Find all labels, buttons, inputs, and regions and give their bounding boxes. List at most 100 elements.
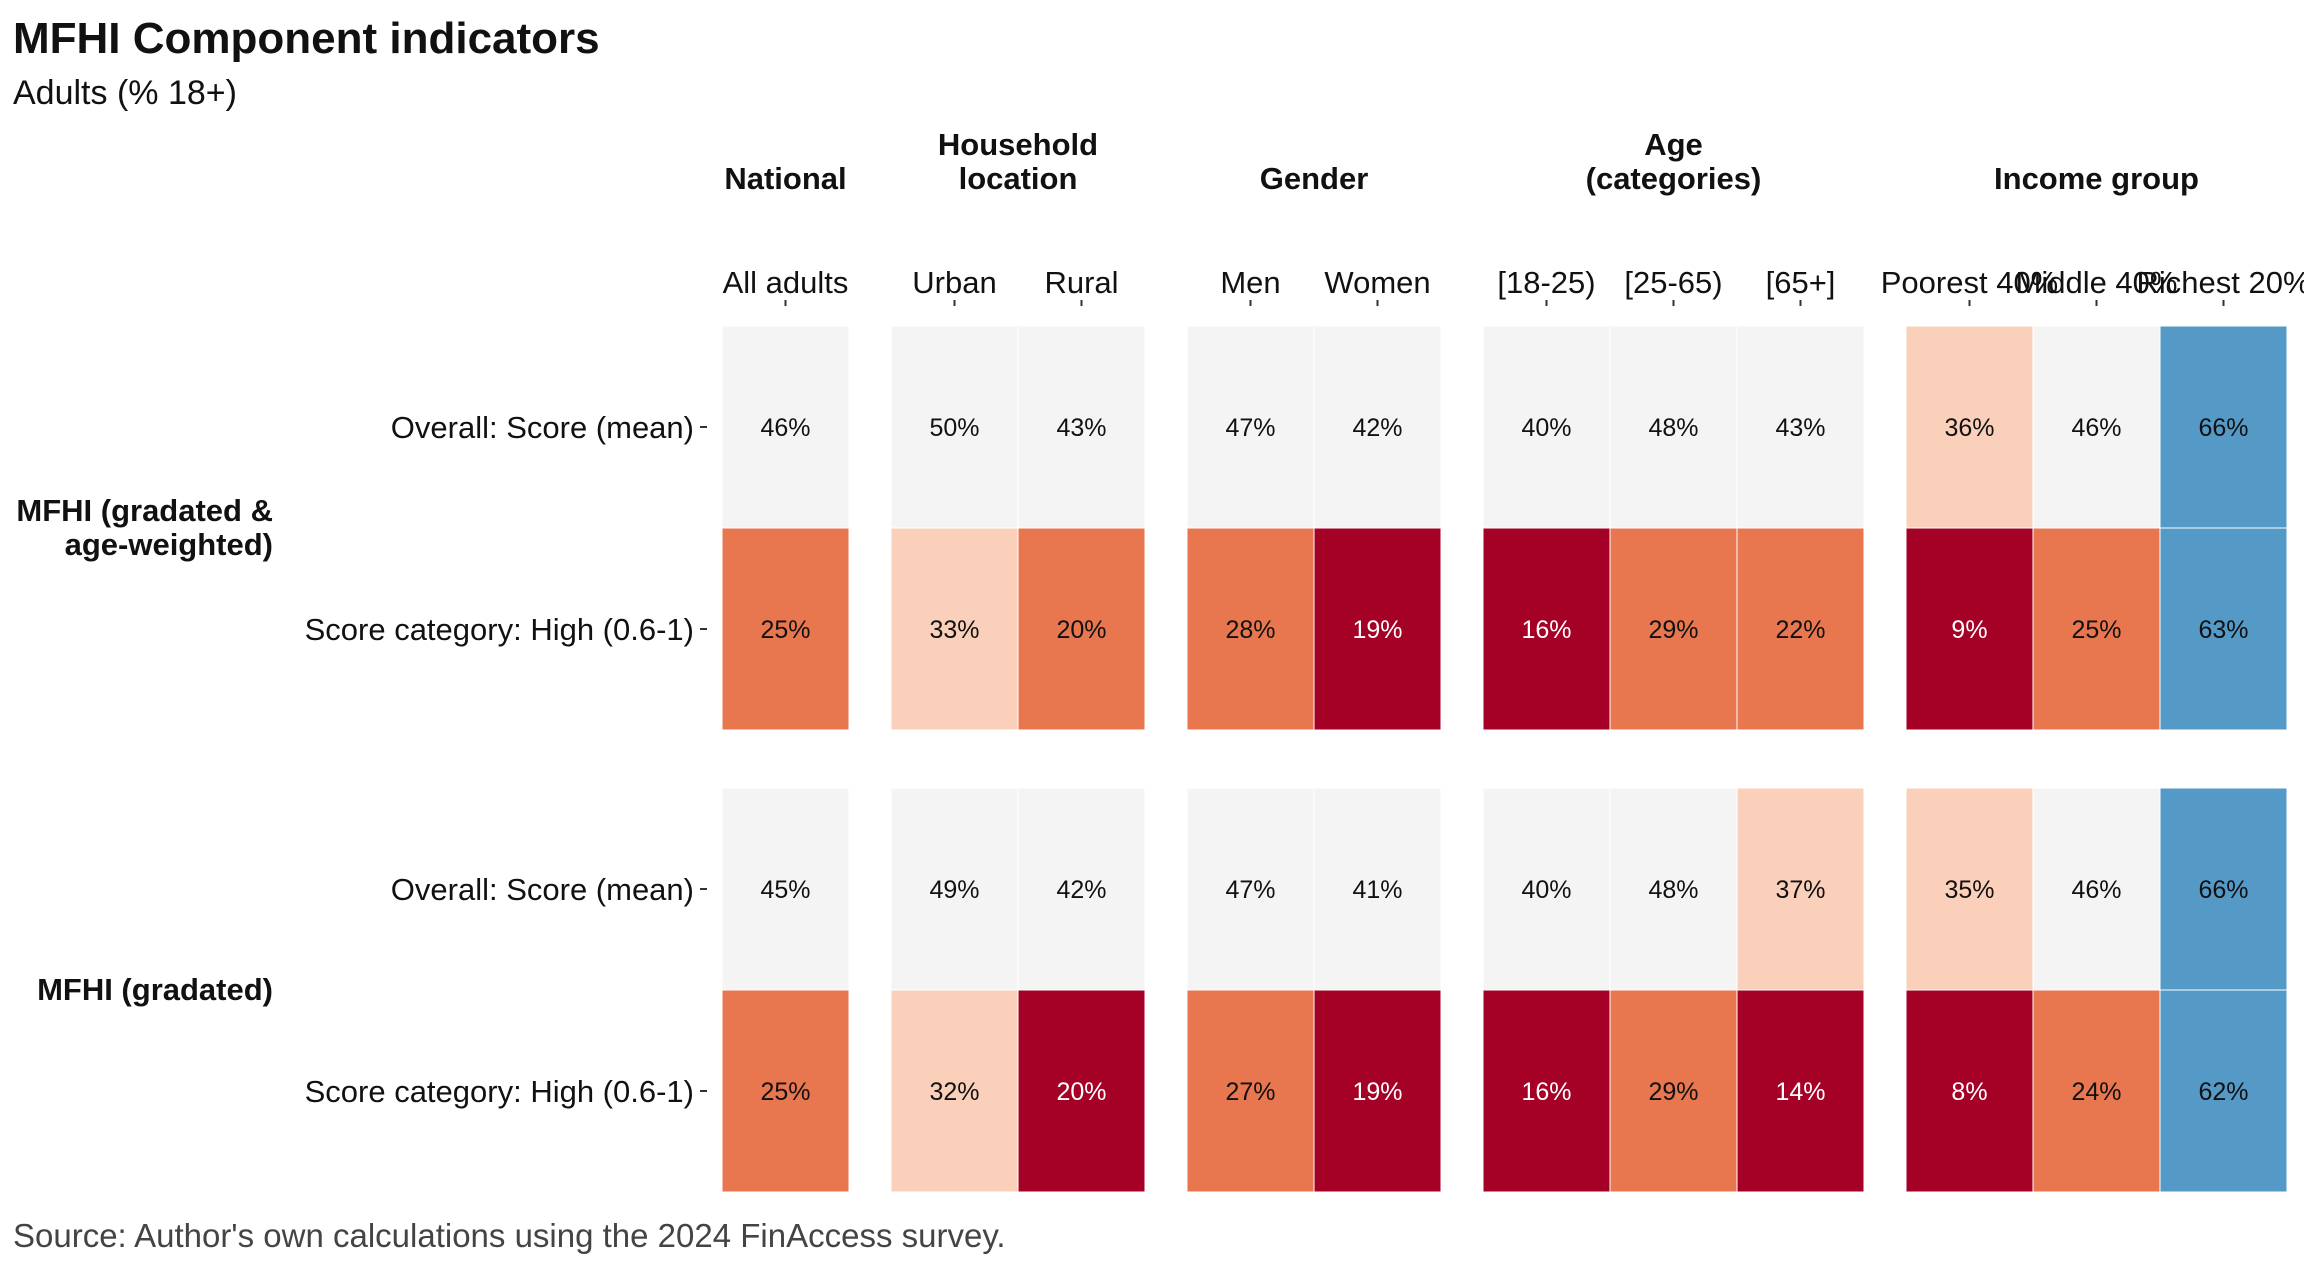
data-label: 28%	[1225, 616, 1275, 644]
heatmap-cell	[1905, 527, 2034, 731]
heatmap-cell	[1609, 989, 1738, 1193]
y-tick-label: Overall: Score (mean)	[391, 872, 694, 907]
heatmap-cell	[1609, 527, 1738, 731]
data-label: 42%	[1056, 876, 1106, 904]
data-label: 8%	[1951, 1078, 1987, 1106]
data-label: 27%	[1225, 1078, 1275, 1106]
data-label: 29%	[1648, 1078, 1698, 1106]
heatmap-cell	[2159, 527, 2288, 731]
data-label: 46%	[760, 414, 810, 442]
heatmap-cell	[1736, 325, 1865, 529]
heatmap-cell	[1017, 989, 1146, 1193]
x-tick-label: Poorest 40%	[1881, 265, 2059, 300]
heatmap-cell	[1313, 325, 1442, 529]
heatmap-cell	[1482, 325, 1611, 529]
heatmap-cell	[1736, 787, 1865, 991]
x-tick-label: [18-25)	[1497, 265, 1595, 300]
heatmap-cell	[1186, 325, 1315, 529]
heatmap-cell	[1313, 787, 1442, 991]
data-label: 24%	[2071, 1078, 2121, 1106]
data-label: 22%	[1775, 616, 1825, 644]
x-tick-label: Women	[1324, 265, 1430, 300]
heatmap-cell	[1736, 527, 1865, 731]
heatmap-cell	[1609, 325, 1738, 529]
heatmap-cell	[2032, 787, 2161, 991]
heatmap-cell	[2159, 989, 2288, 1193]
facet-column-header: National	[724, 161, 846, 196]
heatmap-cell	[721, 787, 850, 991]
data-label: 45%	[760, 876, 810, 904]
chart-subtitle: Adults (% 18+)	[13, 74, 237, 112]
y-tick-label: Score category: High (0.6-1)	[305, 1074, 694, 1109]
heatmap-cell	[1609, 787, 1738, 991]
data-label: 33%	[929, 616, 979, 644]
data-label: 47%	[1225, 414, 1275, 442]
facet-column-header: Age (categories)	[1586, 127, 1762, 196]
heatmap-cell	[1482, 787, 1611, 991]
data-label: 25%	[760, 616, 810, 644]
data-label: 43%	[1056, 414, 1106, 442]
heatmap-cell	[1905, 325, 2034, 529]
x-tick-label: Middle 40%	[2016, 265, 2178, 300]
facet-row-label: MFHI (gradated & age-weighted)	[16, 493, 273, 562]
data-label: 66%	[2198, 414, 2248, 442]
data-label: 19%	[1352, 616, 1402, 644]
y-tick-label: Overall: Score (mean)	[391, 410, 694, 445]
data-label: 40%	[1521, 876, 1571, 904]
data-label: 35%	[1944, 876, 1994, 904]
x-tick-label: [65+]	[1766, 265, 1836, 300]
heatmap-cell	[890, 325, 1019, 529]
facet-column-header: Gender	[1260, 161, 1369, 196]
heatmap-cell	[1313, 989, 1442, 1193]
data-label: 16%	[1521, 1078, 1571, 1106]
data-label: 46%	[2071, 414, 2121, 442]
data-label: 16%	[1521, 616, 1571, 644]
x-tick-label: Richest 20%	[2136, 265, 2304, 300]
heatmap-cell	[2159, 787, 2288, 991]
data-label: 40%	[1521, 414, 1571, 442]
data-label: 46%	[2071, 876, 2121, 904]
data-label: 20%	[1056, 616, 1106, 644]
data-label: 66%	[2198, 876, 2248, 904]
heatmap-cell	[721, 325, 850, 529]
data-label: 29%	[1648, 616, 1698, 644]
data-label: 32%	[929, 1078, 979, 1106]
x-tick-label: All adults	[723, 265, 849, 300]
data-label: 42%	[1352, 414, 1402, 442]
heatmap-cell	[890, 527, 1019, 731]
data-label: 20%	[1056, 1078, 1106, 1106]
heatmap-cell	[1905, 989, 2034, 1193]
heatmap-cell	[2032, 325, 2161, 529]
y-tick-label: Score category: High (0.6-1)	[305, 612, 694, 647]
data-label: 43%	[1775, 414, 1825, 442]
heatmap-cell	[1017, 527, 1146, 731]
heatmap-cell	[721, 989, 850, 1193]
x-tick-label: Urban	[912, 265, 996, 300]
facet-column-header: Household location	[938, 127, 1098, 196]
heatmap-cell	[1736, 989, 1865, 1193]
heatmap-cell	[1905, 787, 2034, 991]
data-label: 25%	[760, 1078, 810, 1106]
data-label: 50%	[929, 414, 979, 442]
chart-title: MFHI Component indicators	[13, 14, 600, 63]
data-label: 9%	[1951, 616, 1987, 644]
x-tick-label: [25-65)	[1624, 265, 1722, 300]
data-label: 62%	[2198, 1078, 2248, 1106]
heatmap-cell	[721, 527, 850, 731]
heatmap-cell	[1482, 989, 1611, 1193]
data-label: 36%	[1944, 414, 1994, 442]
facet-row-label: MFHI (gradated)	[37, 972, 273, 1007]
heatmap-cell	[1017, 325, 1146, 529]
data-label: 19%	[1352, 1078, 1402, 1106]
data-label: 37%	[1775, 876, 1825, 904]
heatmap-cell	[2159, 325, 2288, 529]
data-label: 41%	[1352, 876, 1402, 904]
data-label: 14%	[1775, 1078, 1825, 1106]
heatmap-cell	[1186, 527, 1315, 731]
data-label: 49%	[929, 876, 979, 904]
heatmap-cell	[1482, 527, 1611, 731]
chart-caption: Source: Author's own calculations using …	[13, 1217, 1006, 1254]
x-tick-label: Men	[1220, 265, 1280, 300]
x-tick-label: Rural	[1044, 265, 1118, 300]
